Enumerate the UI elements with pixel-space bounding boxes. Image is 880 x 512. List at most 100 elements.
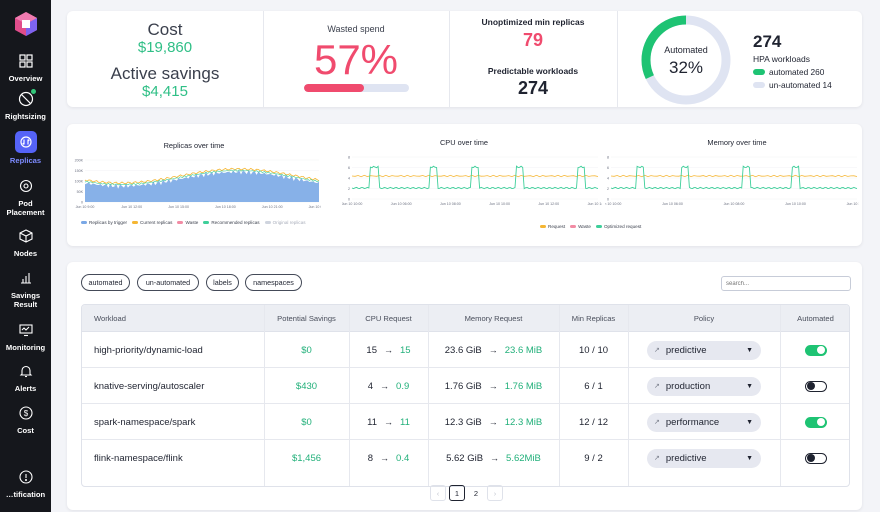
automated-toggle[interactable] xyxy=(804,416,827,428)
pagination-prev[interactable]: ‹ xyxy=(430,485,446,501)
predictable-label: Predictable workloads xyxy=(487,66,579,76)
memory-recommended: 12.3 MiB xyxy=(504,416,543,428)
sidebar-item-overview[interactable]: Overview xyxy=(0,52,51,83)
sidebar-item-pod-placement[interactable]: Pod Placement xyxy=(0,177,51,217)
cpu-recommended: 11 xyxy=(400,416,410,428)
policy-value: predictive xyxy=(665,344,707,356)
automated-donut xyxy=(641,15,731,105)
col-workload[interactable]: Workload xyxy=(94,314,126,323)
sidebar-item-rightsizing[interactable]: Rightsizing xyxy=(0,89,51,121)
workload-name[interactable]: spark-namespace/spark xyxy=(94,416,196,428)
sidebar-item-notification[interactable]: …tification xyxy=(0,468,51,499)
pagination-next[interactable]: › xyxy=(487,485,503,501)
bell-icon xyxy=(17,362,35,380)
chevron-down-icon: ▼ xyxy=(746,418,753,426)
filter-automated[interactable]: automated xyxy=(81,274,130,291)
workload-name[interactable]: knative-serving/autoscaler xyxy=(94,380,205,392)
arrow-icon: → xyxy=(384,345,393,355)
y-tick-label: 8 xyxy=(607,156,609,160)
workload-name[interactable]: flink-namespace/flink xyxy=(94,452,183,464)
workloads-table: Workload Potential Savings CPU Request M… xyxy=(81,304,850,487)
column-divider xyxy=(349,305,350,486)
legend-item: Optimized request xyxy=(603,224,642,229)
y-tick-label: 0 xyxy=(348,198,350,202)
x-tick-label: Jun 10 10:00 xyxy=(605,202,621,206)
policy-cell: ↗ predictive ▼ xyxy=(628,440,780,476)
table-row[interactable]: flink-namespace/flink $1,456 8 → 0.4 5.62 GiB… xyxy=(82,440,849,476)
table-row[interactable]: high-priority/dynamic-load $0 15 → 15 23.6 Gi… xyxy=(82,332,849,368)
table-header: Workload Potential Savings CPU Request M… xyxy=(82,305,849,332)
wasted-spend-bar xyxy=(304,84,409,92)
min-replicas: 12 / 12 xyxy=(578,416,609,428)
workload-name[interactable]: high-priority/dynamic-load xyxy=(94,344,203,356)
memory-request: 23.6 GiB → 23.6 MiB xyxy=(428,332,559,368)
x-tick-label: Jun 10 08:00 xyxy=(724,202,745,206)
kpi-card: Cost $19,860 Active savings $4,415 Waste… xyxy=(67,11,862,107)
min-replicas: 9 / 2 xyxy=(584,452,603,464)
y-tick-label: 0 xyxy=(607,198,609,202)
search-input[interactable] xyxy=(721,276,851,291)
filter-namespaces[interactable]: namespaces xyxy=(245,274,302,291)
filter-labels[interactable]: labels xyxy=(206,274,239,291)
col-memory-request[interactable]: Memory Request xyxy=(464,314,523,323)
automated-toggle[interactable] xyxy=(804,380,827,392)
sidebar-item-cost[interactable]: $ Cost xyxy=(0,404,51,435)
policy-value: predictive xyxy=(665,452,707,464)
col-min-replicas[interactable]: Min Replicas xyxy=(571,314,616,323)
hpa-label: HPA workloads xyxy=(753,54,811,64)
y-tick-label: 8 xyxy=(348,156,350,160)
memory-chart-title: Memory over time xyxy=(707,138,767,147)
legend-item: Current replicas xyxy=(140,220,173,225)
automated-toggle[interactable] xyxy=(804,452,827,464)
sidebar-item-nodes[interactable]: Nodes xyxy=(0,227,51,258)
replicas-chart-title: Replicas over time xyxy=(163,141,225,150)
x-tick-label: Jun 10 21:00 xyxy=(262,205,283,209)
pagination-page-2[interactable]: 2 xyxy=(473,488,479,498)
table-row[interactable]: knative-serving/autoscaler $430 4 → 0.9 1.76 … xyxy=(82,368,849,404)
sidebar-item-savings-result[interactable]: Savings Result xyxy=(0,269,51,309)
cpu-request: 8 → 0.4 xyxy=(349,440,428,476)
arrow-icon: → xyxy=(488,417,498,427)
sidebar-item-monitoring[interactable]: Monitoring xyxy=(0,321,51,352)
policy-select[interactable]: ↗ predictive ▼ xyxy=(647,340,761,360)
policy-select[interactable]: ↗ production ▼ xyxy=(647,376,761,396)
y-tick-label: 150K xyxy=(75,169,84,173)
automated-percent: 32% xyxy=(668,58,704,77)
cpu-recommended: 0.9 xyxy=(396,380,410,392)
table-row[interactable]: spark-namespace/spark $0 11 → 11 12.3 GiB → 12.… xyxy=(82,404,849,440)
policy-select[interactable]: ↗ performance ▼ xyxy=(647,412,761,432)
divider xyxy=(263,11,264,107)
chevron-down-icon: ▼ xyxy=(746,382,753,390)
column-divider xyxy=(628,305,629,486)
col-potential-savings[interactable]: Potential Savings xyxy=(277,314,336,323)
filter-unautomated[interactable]: un-automated xyxy=(137,274,199,291)
legend-item: Request xyxy=(548,224,566,229)
cpu-recommended: 15 xyxy=(400,344,411,356)
y-tick-label: 100K xyxy=(75,180,84,184)
col-policy[interactable]: Policy xyxy=(693,314,715,323)
memory-current: 23.6 GiB xyxy=(444,344,482,356)
monitor-icon xyxy=(17,321,35,339)
legend-item: Waste xyxy=(578,224,591,229)
sidebar-item-alerts[interactable]: Alerts xyxy=(0,362,51,393)
memory-current: 5.62 GiB xyxy=(446,452,484,464)
automated-cell xyxy=(780,440,849,476)
automated-cell xyxy=(780,332,849,368)
cpu-request: 11 → 11 xyxy=(349,404,428,440)
legend-swatch xyxy=(753,82,765,88)
predictable-value: 274 xyxy=(517,78,549,98)
cube-icon xyxy=(17,177,35,195)
automated-toggle[interactable] xyxy=(804,344,827,356)
pagination-page-1[interactable]: 1 xyxy=(449,485,465,501)
automated-cell xyxy=(780,404,849,440)
memory-recommended: 23.6 MiB xyxy=(504,344,543,356)
y-tick-label: 0 xyxy=(81,201,83,205)
col-automated[interactable]: Automated xyxy=(797,314,834,323)
chevron-down-icon: ▼ xyxy=(746,346,753,354)
x-tick-label: Jun 10 10:00 xyxy=(342,202,362,206)
x-tick-label: Jun 10 10:00 xyxy=(785,202,806,206)
policy-select[interactable]: ↗ predictive ▼ xyxy=(647,448,761,468)
sidebar-item-replicas[interactable]: Replicas xyxy=(0,131,51,165)
col-cpu-request[interactable]: CPU Request xyxy=(365,314,412,323)
